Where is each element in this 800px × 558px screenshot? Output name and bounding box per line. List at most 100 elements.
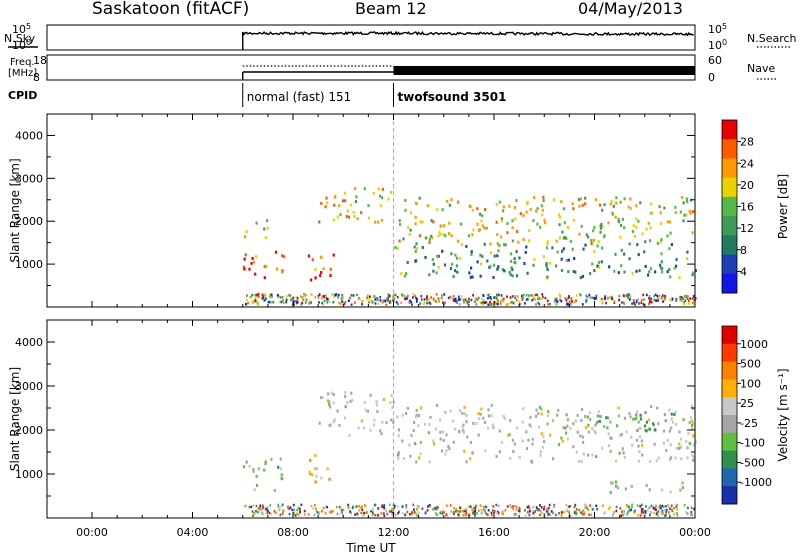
echo-cell (421, 220, 424, 224)
echo-cell (307, 513, 310, 516)
echo-cell (271, 295, 273, 299)
echo-cell (531, 299, 534, 302)
echo-cell (564, 235, 567, 239)
echo-cell (432, 442, 436, 446)
echo-cell (635, 416, 638, 420)
echo-cell (285, 298, 288, 302)
echo-cell (253, 511, 255, 515)
echo-cell (440, 449, 444, 453)
echo-cell (400, 301, 403, 304)
echo-cell (531, 460, 534, 464)
echo-cell (568, 511, 571, 515)
echo-cell (619, 506, 622, 510)
echo-cell (638, 435, 642, 439)
echo-cell (348, 434, 351, 437)
echo-cell (245, 460, 248, 464)
echo-cell (566, 226, 570, 229)
echo-cell (333, 418, 336, 422)
echo-cell (490, 414, 493, 418)
echo-cell (347, 299, 350, 302)
echo-cell (673, 413, 676, 417)
echo-cell (475, 303, 478, 306)
echo-cell (685, 197, 688, 201)
echo-cell (480, 301, 483, 305)
echo-cell (565, 237, 568, 241)
echo-cell (354, 187, 357, 190)
echo-cell (655, 299, 657, 302)
echo-cell (540, 412, 543, 416)
echo-cell (480, 214, 484, 218)
echo-cell (636, 429, 639, 432)
colorbar-cell (722, 432, 737, 452)
echo-cell (588, 513, 590, 516)
echo-cell (669, 443, 672, 447)
echo-cell (555, 239, 558, 243)
echo-cell (374, 503, 376, 507)
echo-cell (462, 509, 464, 513)
echo-cell (444, 234, 447, 238)
echo-cell (512, 301, 515, 305)
echo-cell (480, 297, 483, 301)
echo-cell (617, 217, 620, 221)
echo-cell (471, 508, 474, 511)
echo-cell (444, 452, 447, 456)
echo-cell (574, 419, 577, 423)
colorbar-tick-label: -500 (740, 456, 765, 469)
echo-cell (398, 510, 400, 514)
echo-cell (456, 509, 459, 513)
echo-cell (439, 232, 442, 236)
echo-cell (588, 293, 591, 297)
echo-cell (483, 299, 485, 302)
echo-cell (249, 295, 252, 299)
echo-cell (495, 302, 497, 306)
echo-cell (332, 401, 335, 405)
colorbar-cell (722, 450, 737, 469)
echo-cell (636, 243, 639, 247)
echo-cell (645, 505, 647, 508)
echo-cell (393, 297, 396, 300)
echo-cell (415, 247, 419, 251)
echo-cell (685, 510, 687, 514)
echo-cell (525, 298, 528, 301)
nave-top-tick: 60 (708, 54, 722, 67)
echo-cell (341, 293, 344, 297)
echo-cell (518, 303, 521, 306)
echo-cell (541, 208, 544, 212)
echo-cell (611, 297, 613, 301)
echo-cell (657, 297, 659, 301)
echo-cell (484, 208, 487, 211)
echo-cell (273, 488, 276, 492)
echo-cell (649, 239, 652, 243)
echo-cell (439, 418, 442, 422)
echo-cell (670, 412, 673, 416)
echo-cell (534, 298, 536, 301)
echo-cell (502, 414, 505, 418)
echo-cell (305, 298, 308, 301)
echo-cell (371, 513, 374, 517)
x-tick-label: 04:00 (177, 526, 209, 539)
echo-cell (259, 505, 262, 509)
echo-cell (415, 300, 418, 303)
echo-cell (508, 204, 511, 208)
echo-cell (459, 510, 462, 513)
echo-cell (450, 510, 452, 513)
nsearch-bottom-tick: 100 (708, 38, 727, 52)
echo-cell (604, 511, 606, 514)
echo-cell (535, 209, 538, 213)
echo-cell (603, 203, 606, 207)
echo-cell (545, 510, 548, 513)
echo-cell (620, 301, 623, 304)
echo-cell (518, 511, 521, 514)
echo-cell (692, 298, 695, 302)
echo-cell (631, 230, 634, 233)
echo-cell (329, 405, 332, 409)
echo-cell (328, 424, 331, 427)
echo-cell (465, 420, 468, 424)
echo-cell (648, 302, 650, 305)
echo-cell (331, 509, 334, 513)
echo-cell (536, 508, 539, 512)
nsky-top-tick: 105 (12, 22, 31, 36)
echo-cell (245, 298, 248, 302)
echo-cell (608, 506, 611, 509)
echo-cell (687, 432, 690, 435)
